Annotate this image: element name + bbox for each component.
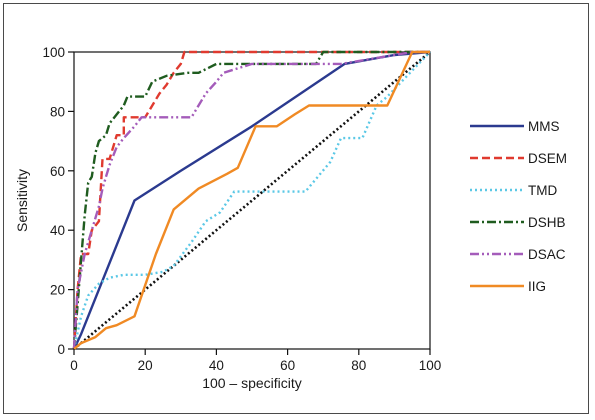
series-line-tmd bbox=[72, 51, 431, 350]
series-line-dshb bbox=[72, 50, 430, 350]
legend: MMS DSEM TMD DSHB DSAC IIG bbox=[470, 119, 567, 294]
y-axis-title: Sensitivity bbox=[14, 169, 30, 232]
y-tick-label: 80 bbox=[50, 104, 65, 119]
legend-label-iig: IIG bbox=[528, 279, 546, 294]
legend-label-mms: MMS bbox=[528, 119, 560, 134]
x-tick-label: 100 bbox=[419, 358, 442, 373]
y-tick-label: 100 bbox=[42, 45, 65, 60]
x-tick-label: 80 bbox=[351, 358, 366, 373]
series-line-iig bbox=[73, 50, 430, 350]
y-tick-label: 40 bbox=[50, 223, 65, 238]
series-line-dsac bbox=[72, 50, 430, 350]
x-tick-label: 20 bbox=[138, 358, 153, 373]
x-axis-title: 100 – specificity bbox=[202, 375, 302, 391]
y-tick-label: 60 bbox=[50, 164, 65, 179]
plot-border bbox=[73, 51, 431, 350]
plot-area bbox=[73, 51, 431, 350]
series-line-dsem bbox=[72, 50, 430, 350]
axes-layer: 0 20 40 60 80 100 0 20 40 60 80 100 bbox=[42, 45, 441, 373]
legend-label-tmd: TMD bbox=[528, 183, 557, 198]
y-tick-label: 20 bbox=[50, 283, 65, 298]
x-tick-label: 0 bbox=[70, 358, 78, 373]
legend-label-dsem: DSEM bbox=[528, 151, 567, 166]
legend-label-dshb: DSHB bbox=[528, 215, 566, 230]
x-tick-label: 40 bbox=[209, 358, 224, 373]
y-tick-label: 0 bbox=[57, 342, 65, 357]
series-layer bbox=[72, 50, 431, 350]
series-line-mms bbox=[72, 50, 431, 350]
x-tick-label: 60 bbox=[280, 358, 295, 373]
series-line-reference-diagonal bbox=[73, 51, 431, 350]
legend-label-dsac: DSAC bbox=[528, 247, 566, 262]
